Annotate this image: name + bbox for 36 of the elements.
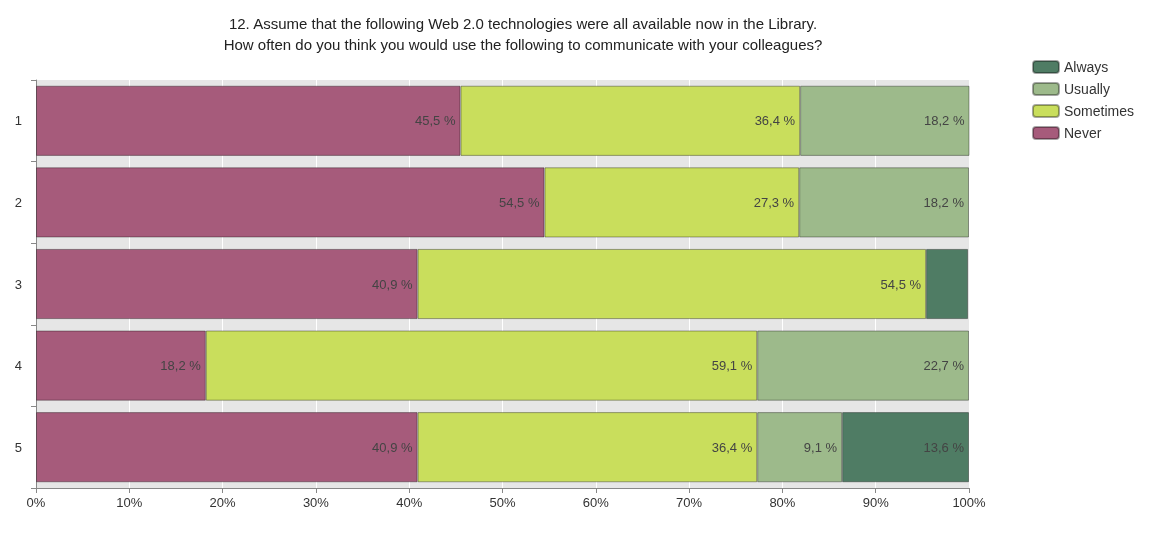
x-tick-label: 90% — [862, 495, 890, 510]
x-tick-label: 30% — [302, 495, 330, 510]
legend-label: Never — [1063, 125, 1102, 141]
data-label: 18,2 % — [923, 194, 965, 210]
y-tick-label: 2 — [14, 194, 22, 210]
data-label: 45,5 % — [415, 113, 456, 129]
data-label: 9,1 % — [803, 439, 838, 455]
x-tick-label: 80% — [769, 495, 796, 510]
legend-label: Sometimes — [1063, 103, 1135, 119]
x-tick-label: 10% — [116, 495, 143, 510]
data-label: 59,1 % — [711, 358, 753, 374]
chart-title: 12. Assume that the following Web 2.0 technologies were all available now in the Library. How often do you think you would use the following to communicate with your colleagues? — [223, 15, 823, 53]
x-tick-label: 40% — [396, 495, 423, 510]
data-label: 22,7 % — [923, 358, 965, 374]
x-tick-label: 70% — [676, 495, 703, 510]
data-label: 54,5 % — [880, 276, 922, 292]
y-tick-label: 1 — [14, 113, 22, 129]
x-tick-label: 20% — [209, 495, 237, 510]
data-label: 18,2 % — [160, 358, 202, 374]
x-tick-label: 100% — [952, 495, 987, 510]
x-tick-label: 0% — [26, 495, 46, 510]
data-label: 54,5 % — [499, 194, 540, 210]
data-label: 27,3 % — [753, 194, 795, 210]
y-tick-label: 3 — [14, 276, 22, 292]
data-label: 40,9 % — [372, 276, 414, 292]
data-label: 36,4 % — [711, 439, 753, 455]
data-label: 13,6 % — [923, 439, 965, 455]
x-tick-label: 50% — [489, 495, 516, 510]
data-label: 18,2 % — [924, 113, 965, 129]
data-label: 36,4 % — [754, 113, 796, 129]
legend-label: Always — [1063, 59, 1109, 75]
data-label: 40,9 % — [372, 439, 414, 455]
y-tick-label: 5 — [14, 439, 22, 455]
x-tick-label: 60% — [582, 495, 610, 510]
legend-label: Usually — [1063, 81, 1110, 97]
y-tick-label: 4 — [14, 358, 22, 374]
